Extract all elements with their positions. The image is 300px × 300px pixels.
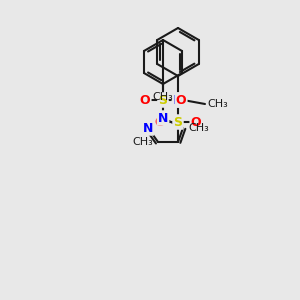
Text: N: N bbox=[158, 112, 168, 124]
Text: CH₃: CH₃ bbox=[188, 123, 209, 133]
Text: N: N bbox=[173, 94, 183, 106]
Text: O: O bbox=[155, 116, 165, 128]
Text: S: S bbox=[158, 94, 167, 106]
Text: O: O bbox=[176, 94, 186, 106]
Text: S: S bbox=[173, 116, 182, 128]
Text: CH₃: CH₃ bbox=[132, 137, 153, 147]
Text: CH₃: CH₃ bbox=[207, 99, 228, 109]
Text: CH₃: CH₃ bbox=[153, 92, 173, 102]
Text: O: O bbox=[140, 94, 150, 106]
Text: O: O bbox=[191, 116, 201, 128]
Text: N: N bbox=[143, 122, 153, 134]
